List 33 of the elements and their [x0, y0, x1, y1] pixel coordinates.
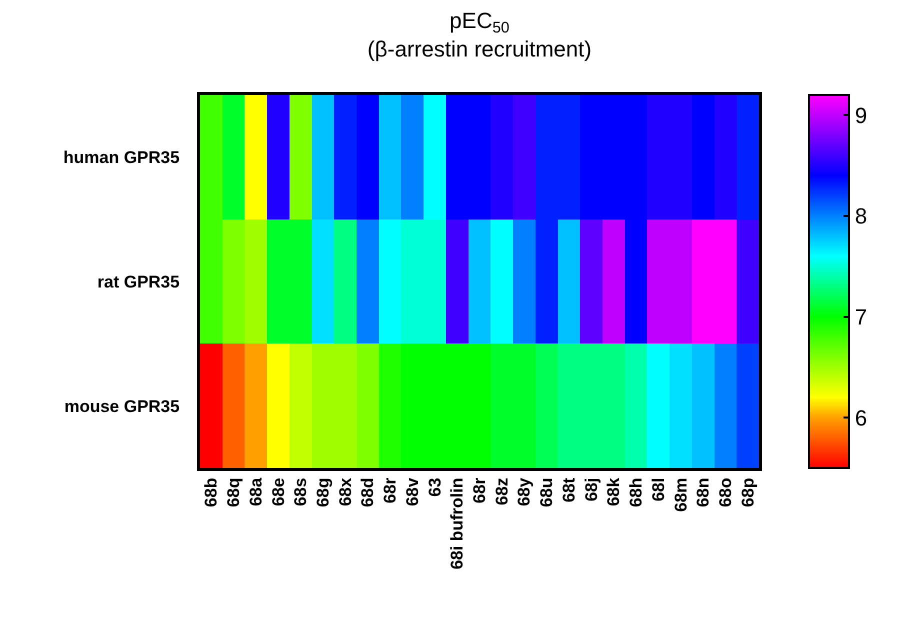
x-tick-label: 68x [336, 477, 355, 506]
x-tick-label: 68g [314, 478, 333, 508]
x-tick-label: 68y [514, 477, 534, 506]
x-tick-label: 68l [648, 478, 668, 502]
x-tick-label: 68r [380, 477, 400, 504]
chart-title: pEC$_{50}$ (β-arrestin recruitment) [367, 8, 592, 62]
x-tick-label: 68e [268, 478, 288, 506]
x-tick-label: 68b [202, 478, 221, 508]
x-tick-label: 68p [738, 478, 758, 508]
color-bar-label: 9 [854, 102, 868, 128]
x-tick-label: 68a [246, 477, 266, 506]
x-tick-label: 68h [626, 478, 646, 508]
x-tick-label: 68j [582, 478, 601, 502]
x-tick-label: 68s [291, 478, 310, 506]
x-tick-label: 68i bufrolin [448, 478, 467, 570]
x-tick-label: 68d [358, 478, 378, 508]
x-tick-label: 68v [402, 477, 422, 506]
x-tick-label: 68n [694, 478, 713, 508]
x-tick-label: 68o [716, 478, 735, 508]
x-tick-label: 68r [470, 477, 490, 504]
y-tick-label: rat GPR35 [97, 272, 180, 292]
x-tick-label: 68k [604, 477, 624, 506]
x-tick-label: 63 [425, 478, 444, 497]
color-bar-label: 7 [854, 304, 868, 330]
y-tick-label: human GPR35 [63, 148, 180, 168]
color-bar-label: 8 [854, 204, 868, 229]
x-tick-label: 68t [559, 477, 578, 502]
x-tick-label: 68u [537, 478, 556, 508]
x-tick-label: 68z [492, 478, 512, 506]
y-tick-label: mouse GPR35 [64, 396, 180, 416]
color-bar-label: 6 [854, 405, 868, 430]
x-tick-label: 68m [671, 478, 690, 512]
x-tick-label: 68q [224, 478, 244, 508]
